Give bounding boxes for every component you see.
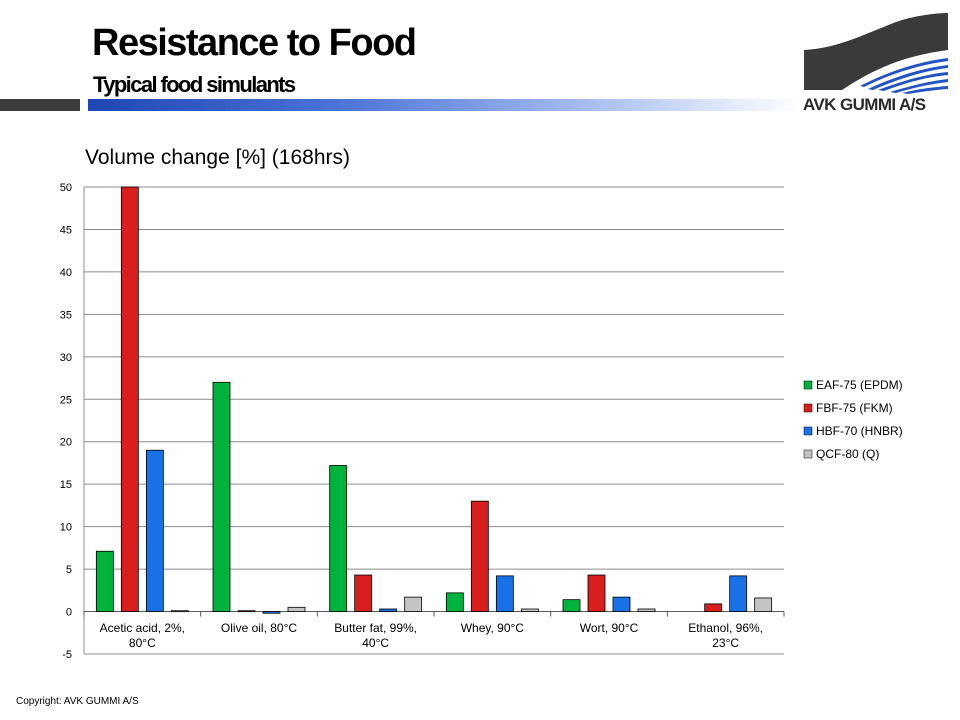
bar <box>612 596 631 612</box>
legend-label: FBF-75 (FKM) <box>816 401 893 415</box>
logo-text: AVK GUMMI A/S <box>803 95 926 114</box>
chart-title: Volume change [%] (168hrs) <box>85 146 350 169</box>
bar <box>729 575 748 612</box>
bar <box>754 597 773 612</box>
y-tick-label: 5 <box>66 564 72 576</box>
x-category-label: Butter fat, 99%, <box>334 621 417 635</box>
legend-label: QCF-80 (Q) <box>816 447 879 461</box>
bar <box>704 603 723 612</box>
bar <box>212 381 231 612</box>
bar <box>562 599 581 612</box>
y-tick-label: 50 <box>60 182 72 194</box>
bar <box>404 596 423 612</box>
y-tick-label: 30 <box>60 352 72 364</box>
x-category-label: Whey, 90°C <box>461 621 525 635</box>
header-accent-bar-gradient <box>88 99 800 111</box>
bar <box>587 574 606 612</box>
y-tick-label: 0 <box>66 607 72 619</box>
legend-swatch <box>803 449 813 459</box>
x-category-label: Olive oil, 80°C <box>221 621 297 635</box>
y-tick-label: 15 <box>60 479 72 491</box>
y-tick-label: 25 <box>60 394 72 406</box>
bar <box>145 449 164 612</box>
y-tick-label: 20 <box>60 437 72 449</box>
legend-label: HBF-70 (HNBR) <box>816 424 903 438</box>
bar <box>354 574 373 612</box>
bar <box>470 500 489 612</box>
page-subtitle: Typical food simulants <box>93 72 296 97</box>
bar <box>520 608 539 612</box>
bar <box>287 606 306 612</box>
x-category-label: Wort, 90°C <box>580 621 639 635</box>
page-title: Resistance to Food <box>92 22 417 64</box>
header-accent-bar-dark <box>0 99 80 111</box>
x-category-label: 80°C <box>129 636 156 650</box>
legend-swatch <box>803 426 813 436</box>
y-tick-label: 35 <box>60 309 72 321</box>
y-tick-label: 40 <box>60 267 72 279</box>
legend-label: EAF-75 (EPDM) <box>816 378 903 392</box>
bar <box>637 608 656 612</box>
x-category-label: Ethanol, 96%, <box>688 621 763 635</box>
x-category-label: Acetic acid, 2%, <box>100 621 185 635</box>
x-category-label: 40°C <box>362 636 389 650</box>
bar <box>262 611 281 614</box>
bar <box>170 610 189 613</box>
legend-swatch <box>803 380 813 390</box>
copyright-text: Copyright: AVK GUMMI A/S <box>16 696 139 707</box>
y-tick-label: 45 <box>60 224 72 236</box>
bar <box>379 608 398 612</box>
y-tick-label: 10 <box>60 522 72 534</box>
legend-swatch <box>803 403 813 413</box>
bar <box>495 575 514 612</box>
bar <box>95 550 114 612</box>
bar <box>237 610 256 613</box>
y-tick-label: -5 <box>62 649 72 661</box>
bar <box>329 465 348 612</box>
bar <box>120 186 139 612</box>
x-category-label: 23°C <box>712 636 739 650</box>
bar <box>445 592 464 612</box>
company-logo <box>804 13 948 94</box>
